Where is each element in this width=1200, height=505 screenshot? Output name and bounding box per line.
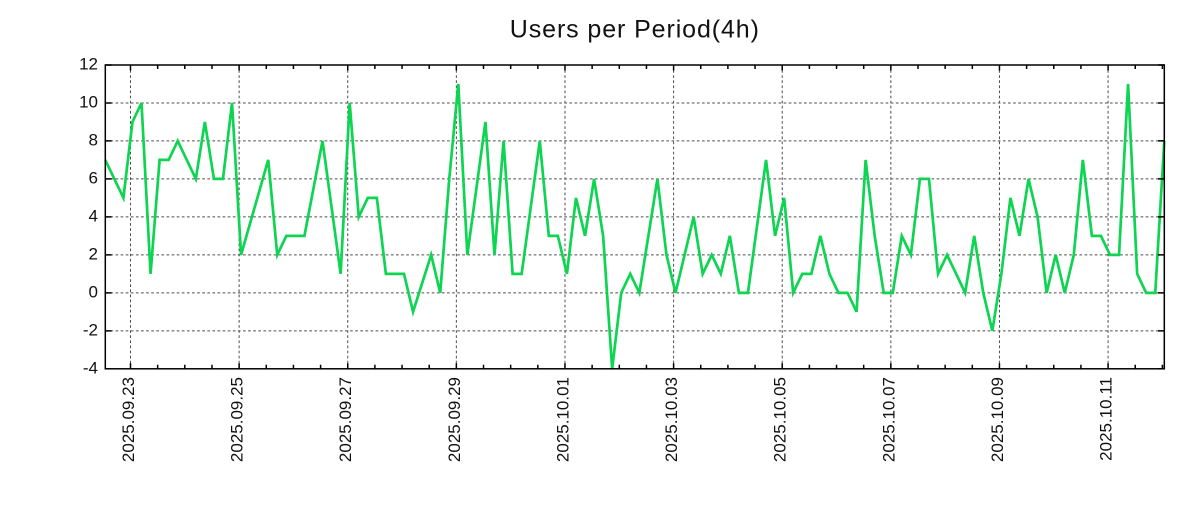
- svg-text:2025.10.07: 2025.10.07: [879, 377, 898, 462]
- svg-text:0: 0: [89, 282, 98, 301]
- svg-text:2025.09.29: 2025.09.29: [445, 377, 464, 462]
- svg-text:2025.10.05: 2025.10.05: [771, 377, 790, 462]
- svg-text:2025.10.09: 2025.10.09: [988, 377, 1007, 462]
- svg-text:2025.09.23: 2025.09.23: [119, 377, 138, 462]
- svg-text:10: 10: [79, 93, 98, 112]
- svg-text:2025.10.01: 2025.10.01: [553, 377, 572, 462]
- svg-text:2025.10.11: 2025.10.11: [1097, 377, 1116, 461]
- svg-text:4: 4: [89, 206, 98, 225]
- svg-text:2025.09.27: 2025.09.27: [336, 377, 355, 462]
- svg-text:2025.10.03: 2025.10.03: [662, 377, 681, 462]
- svg-text:-4: -4: [83, 358, 98, 377]
- svg-text:Users per Period(4h): Users per Period(4h): [510, 16, 760, 44]
- svg-text:-2: -2: [83, 320, 98, 339]
- svg-text:2: 2: [89, 244, 98, 263]
- svg-text:12: 12: [79, 55, 98, 74]
- svg-text:2025.09.25: 2025.09.25: [228, 377, 247, 462]
- svg-text:6: 6: [89, 169, 98, 188]
- svg-text:8: 8: [89, 131, 98, 150]
